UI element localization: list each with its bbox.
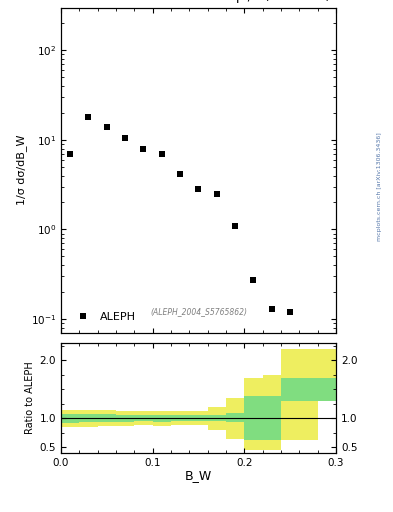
ALEPH: [178, 170, 182, 177]
Bar: [281, 378, 299, 401]
Bar: [318, 349, 336, 401]
ALEPH: [141, 145, 146, 152]
Bar: [116, 415, 134, 422]
Bar: [97, 414, 116, 422]
X-axis label: B_W: B_W: [185, 470, 212, 482]
Bar: [61, 410, 79, 427]
Text: (ALEPH_2004_S5765862): (ALEPH_2004_S5765862): [150, 308, 247, 316]
ALEPH: [105, 124, 109, 130]
Bar: [152, 411, 171, 426]
Bar: [61, 414, 79, 423]
Bar: [226, 398, 244, 439]
ALEPH: [196, 186, 201, 193]
Bar: [171, 412, 189, 425]
ALEPH: [270, 306, 274, 312]
Bar: [134, 412, 152, 425]
Y-axis label: Ratio to ALEPH: Ratio to ALEPH: [26, 361, 35, 435]
Bar: [79, 414, 97, 422]
Bar: [116, 411, 134, 426]
Bar: [79, 410, 97, 427]
Text: γ*/Z (Hadronic): γ*/Z (Hadronic): [234, 0, 331, 3]
Bar: [299, 349, 318, 440]
ALEPH: [86, 114, 91, 120]
Bar: [134, 415, 152, 421]
ALEPH: [288, 309, 292, 315]
Text: 206 GeV ee: 206 GeV ee: [66, 0, 140, 3]
Bar: [299, 378, 318, 401]
ALEPH: [215, 191, 219, 197]
Bar: [244, 396, 263, 440]
Bar: [171, 415, 189, 421]
Legend: ALEPH: ALEPH: [66, 306, 141, 327]
ALEPH: [251, 278, 256, 284]
Bar: [263, 375, 281, 450]
Bar: [152, 415, 171, 422]
Y-axis label: 1/σ dσ/dB_W: 1/σ dσ/dB_W: [16, 135, 26, 205]
ALEPH: [233, 223, 237, 229]
Bar: [189, 412, 208, 425]
ALEPH: [68, 151, 72, 157]
Bar: [318, 378, 336, 401]
Bar: [226, 413, 244, 422]
Text: mcplots.cern.ch [arXiv:1306.3436]: mcplots.cern.ch [arXiv:1306.3436]: [377, 132, 382, 241]
Bar: [208, 415, 226, 421]
ALEPH: [123, 135, 127, 141]
ALEPH: [160, 151, 164, 157]
Line: ALEPH: ALEPH: [67, 114, 293, 315]
Bar: [208, 407, 226, 430]
Bar: [281, 349, 299, 440]
Bar: [244, 378, 263, 450]
Bar: [97, 410, 116, 426]
Bar: [263, 396, 281, 440]
Bar: [189, 415, 208, 421]
